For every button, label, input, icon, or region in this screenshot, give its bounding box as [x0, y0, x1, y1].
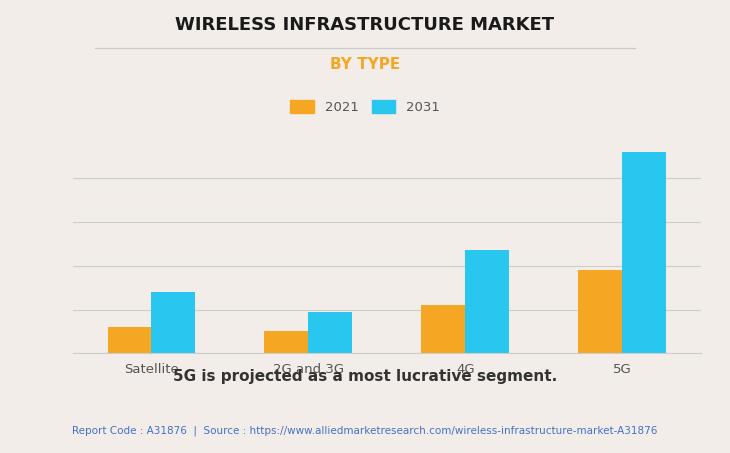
Text: Report Code : A31876  |  Source : https://www.alliedmarketresearch.com/wireless-: Report Code : A31876 | Source : https://… — [72, 426, 658, 436]
Legend: 2021, 2031: 2021, 2031 — [285, 95, 445, 119]
Bar — [308, 312, 353, 353]
Text: WIRELESS INFRASTRUCTURE MARKET: WIRELESS INFRASTRUCTURE MARKET — [175, 16, 555, 34]
Bar — [466, 251, 510, 353]
Bar — [152, 292, 196, 353]
Bar — [622, 152, 666, 353]
Text: BY TYPE: BY TYPE — [330, 57, 400, 72]
Bar — [421, 305, 466, 353]
Bar — [578, 270, 622, 353]
Bar — [264, 332, 308, 353]
Bar — [107, 327, 152, 353]
Text: 5G is projected as a most lucrative segment.: 5G is projected as a most lucrative segm… — [173, 369, 557, 384]
